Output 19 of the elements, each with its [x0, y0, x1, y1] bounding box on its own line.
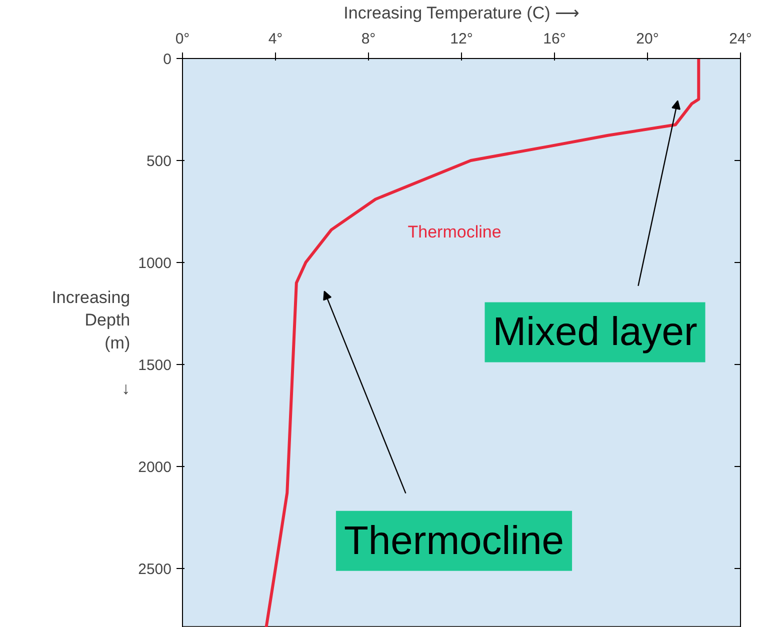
- x-tick-label: 0°: [175, 30, 190, 48]
- annotation: Mixed layer: [492, 310, 698, 354]
- x-axis-title: Increasing Temperature (C) ⟶: [344, 4, 580, 22]
- y-tick-label: 0: [163, 51, 172, 68]
- annotation: Thermocline: [408, 222, 502, 242]
- x-tick-label: 8°: [361, 30, 376, 48]
- x-tick-label: 12°: [450, 30, 473, 48]
- y-tick-label: 2500: [138, 560, 172, 578]
- annotation: Thermocline: [344, 518, 564, 563]
- x-tick-label: 4°: [268, 30, 283, 48]
- x-tick-label: 16°: [543, 30, 566, 48]
- y-tick-label: 1500: [138, 356, 172, 374]
- y-tick-label: 2000: [138, 458, 172, 476]
- y-tick-label: 500: [146, 152, 172, 170]
- text: Increasing Depth (m) ↓: [52, 288, 130, 398]
- x-tick-label: 24°: [729, 30, 752, 48]
- y-tick-label: 1000: [138, 254, 172, 272]
- line-series: [264, 58, 700, 627]
- x-tick-label: 20°: [636, 30, 659, 48]
